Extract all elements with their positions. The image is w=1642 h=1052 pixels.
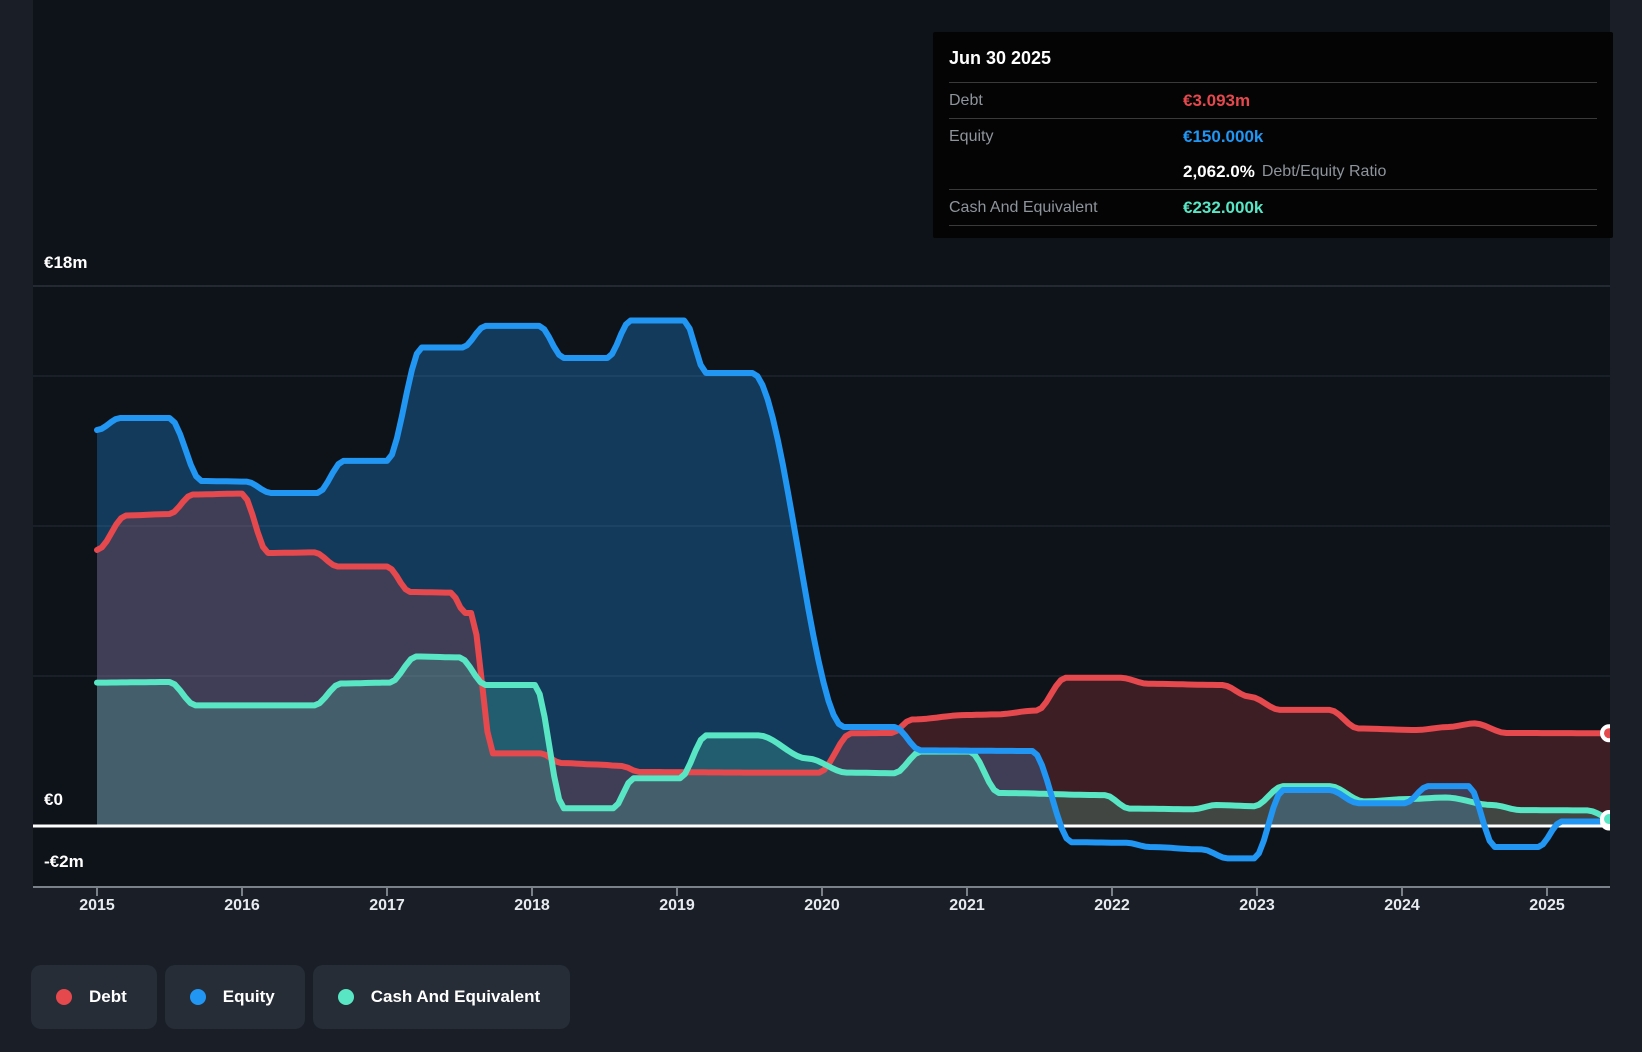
x-axis-label-2020: 2020 xyxy=(804,897,840,914)
tooltip-row-equity: Equity €150.000k xyxy=(933,119,1613,154)
x-axis-label-2025: 2025 xyxy=(1529,897,1565,914)
legend-debt-label: Debt xyxy=(89,987,127,1006)
divider xyxy=(949,118,1597,119)
chart-legend: Debt Equity Cash And Equivalent xyxy=(31,965,571,1029)
y-axis-label-top: €18m xyxy=(44,253,88,272)
legend-item-equity[interactable]: Equity xyxy=(164,965,305,1029)
legend-equity-label: Equity xyxy=(222,987,275,1006)
tooltip-row-debt: Debt €3.093m xyxy=(933,83,1613,118)
tooltip-cash-value: €232.000k xyxy=(1183,197,1264,217)
x-axis-label-2016: 2016 xyxy=(224,897,260,914)
y-axis-label-zero: €0 xyxy=(44,790,63,809)
x-axis-label-2023: 2023 xyxy=(1239,897,1275,914)
chart-tooltip: Jun 30 2025 Debt €3.093m Equity €150.000… xyxy=(933,32,1613,238)
tooltip-row-cash: Cash And Equivalent €232.000k xyxy=(933,190,1613,225)
legend-item-debt[interactable]: Debt xyxy=(31,965,157,1029)
x-axis-label-2018: 2018 xyxy=(514,897,550,914)
legend-cash-label: Cash And Equivalent xyxy=(370,987,541,1006)
tooltip-date: Jun 30 2025 xyxy=(949,48,1052,68)
tooltip-equity-label: Equity xyxy=(949,127,994,145)
tooltip-ratio-label: Debt/Equity Ratio xyxy=(1261,162,1387,180)
divider xyxy=(949,189,1597,190)
y-axis-label-bottom: -€2m xyxy=(44,852,84,871)
x-axis-label-2024: 2024 xyxy=(1384,897,1420,914)
tooltip-ratio-value: 2,062.0% xyxy=(1183,161,1255,181)
x-axis-label-2019: 2019 xyxy=(659,897,695,914)
divider xyxy=(949,225,1597,226)
equity-dot-icon xyxy=(189,989,206,1005)
tooltip-row-ratio: 2,062.0% Debt/Equity Ratio xyxy=(933,154,1613,189)
x-axis-label-2017: 2017 xyxy=(369,897,405,914)
x-axis-label-2022: 2022 xyxy=(1094,897,1130,914)
debt-dot-icon xyxy=(56,989,72,1005)
divider xyxy=(949,82,1597,83)
tooltip-debt-label: Debt xyxy=(949,91,983,109)
cash-dot-icon xyxy=(337,989,354,1005)
x-axis-label-2015: 2015 xyxy=(79,897,115,914)
tooltip-cash-label: Cash And Equivalent xyxy=(949,198,1098,216)
tooltip-debt-value: €3.093m xyxy=(1183,90,1251,110)
tooltip-equity-value: €150.000k xyxy=(1183,126,1264,146)
legend-item-cash[interactable]: Cash And Equivalent xyxy=(312,965,571,1029)
x-axis-label-2021: 2021 xyxy=(949,897,985,914)
